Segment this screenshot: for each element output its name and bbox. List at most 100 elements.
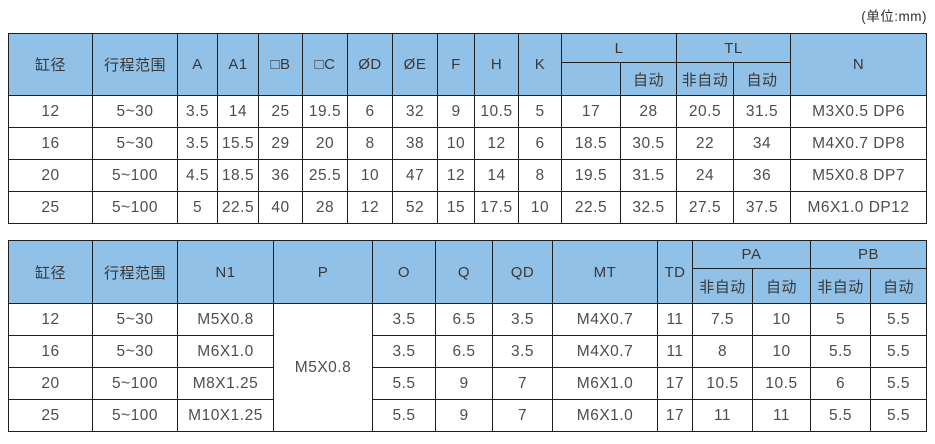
table-cell: 5	[177, 191, 218, 224]
col-header-stroke: 行程范围	[92, 240, 178, 304]
table-cell: 32.5	[620, 191, 677, 224]
table-cell: M5X0.8	[273, 303, 373, 432]
table-cell: 3.5	[177, 95, 218, 128]
table-cell: 5.5	[870, 303, 927, 336]
table-cell: 17.5	[474, 191, 519, 224]
table-row: 25 5~100 5 22.5 40 28 12 52 15 17.5 10 22.5 32.5 27.5…	[8, 191, 927, 224]
dimensions-table-1: 缸径 行程范围 A A1 □B □C ØD ØE F H K L TL N 自动…	[8, 33, 927, 224]
table-cell: 3.5	[372, 335, 436, 368]
col-subheader-l-blank	[561, 62, 621, 96]
table-cell: 9	[437, 95, 475, 128]
table-cell: 7	[492, 399, 553, 432]
table-cell: 12	[474, 127, 519, 160]
col-subheader-pa-nonauto: 非自动	[692, 268, 753, 304]
col-header-td: TD	[657, 240, 693, 304]
table-cell: 34	[732, 127, 792, 160]
table-row: 12 5~30 3.5 14 25 19.5 6 32 9 10.5 5 17 28 20.5 31.5 M3…	[8, 95, 927, 128]
table-cell: 22.5	[217, 191, 259, 224]
table-cell: 22	[676, 127, 734, 160]
col-header-d: ØD	[347, 33, 393, 96]
table-cell: 9	[435, 399, 493, 432]
table-cell: 6.5	[435, 303, 493, 336]
table-cell: 10	[752, 303, 811, 336]
table-cell: 5~30	[92, 95, 178, 128]
table-cell: 12	[8, 303, 93, 336]
table-cell: 5~30	[92, 127, 178, 160]
table-row: 20 5~100 4.5 18.5 36 25.5 10 47 12 14 8 19.5 31.5 24 3…	[8, 159, 927, 192]
table-row: 25 5~100 M10X1.25 5.5 9 7 M6X1.0 17 11 11 5.5 5.5	[8, 399, 927, 432]
table-cell: 4.5	[177, 159, 218, 192]
col-subheader-l-auto: 自动	[620, 62, 677, 96]
table-cell: 14	[474, 159, 519, 192]
col-header-b: □B	[258, 33, 303, 96]
table-cell: 3.5	[372, 303, 436, 336]
col-header-o: O	[372, 240, 436, 304]
table-cell: 20	[8, 159, 93, 192]
table-cell: 38	[392, 127, 438, 160]
table-cell: M4X0.7 DP8	[790, 127, 927, 160]
col-header-a1: A1	[217, 33, 259, 96]
col-header-c: □C	[302, 33, 348, 96]
table-cell: 12	[437, 159, 475, 192]
col-header-h: H	[474, 33, 519, 96]
table-cell: 24	[676, 159, 734, 192]
table-cell: M5X0.8	[177, 303, 274, 336]
table-cell: 17	[657, 367, 693, 400]
table-cell: 3.5	[492, 335, 553, 368]
table-cell: M6X1.0	[552, 367, 658, 400]
table-cell: 19.5	[302, 95, 348, 128]
col-header-pa-group: PA	[692, 240, 811, 269]
table-cell: 5~100	[92, 159, 178, 192]
table-cell: 6	[347, 95, 393, 128]
table-cell: 6.5	[435, 335, 493, 368]
table-cell: 16	[8, 335, 93, 368]
col-header-q: Q	[435, 240, 493, 304]
table-cell: 40	[258, 191, 303, 224]
table-cell: 10	[518, 191, 562, 224]
table-cell: 11	[657, 303, 693, 336]
table-cell: 28	[620, 95, 677, 128]
table-cell: 11	[657, 335, 693, 368]
col-header-tl-group: TL	[675, 33, 792, 63]
col-header-qd: QD	[492, 240, 553, 304]
table-cell: 5.5	[372, 367, 436, 400]
table-cell: 5.5	[372, 399, 436, 432]
col-subheader-pa-auto: 自动	[752, 268, 811, 304]
table-cell: M10X1.25	[177, 399, 274, 432]
col-header-k: K	[518, 33, 562, 96]
table-cell: 31.5	[732, 95, 792, 128]
table-cell: 11	[692, 399, 753, 432]
table-cell: 9	[435, 367, 493, 400]
table-cell: 52	[392, 191, 438, 224]
table-cell: 7	[492, 367, 553, 400]
table-cell: 5~30	[92, 335, 178, 368]
table-cell: M6X1.0	[177, 335, 274, 368]
table-cell: 10	[437, 127, 475, 160]
table-cell: 5.5	[810, 399, 871, 432]
table-row: 12 5~30 M5X0.8 M5X0.8 3.5 6.5 3.5 M4X0.7 11 7.5 10…	[8, 303, 927, 432]
table-cell: 17	[561, 95, 621, 128]
col-header-p: P	[273, 240, 373, 304]
table-cell: 6	[518, 127, 562, 160]
table-cell: 17	[657, 399, 693, 432]
col-header-bore: 缸径	[8, 240, 93, 304]
table-cell: 10	[752, 335, 811, 368]
table-cell: M4X0.7	[552, 303, 658, 336]
table-cell: 5~100	[92, 191, 178, 224]
table-cell: 27.5	[676, 191, 734, 224]
table-cell: 8	[518, 159, 562, 192]
table-cell: 12	[8, 95, 93, 128]
table-cell: 11	[752, 399, 811, 432]
table-cell: 5.5	[870, 335, 927, 368]
table-cell: 15.5	[217, 127, 259, 160]
table-cell: 16	[8, 127, 93, 160]
table-row: 16 5~30 3.5 15.5 29 20 8 38 10 12 6 18.5 30.5 22 34 M4X…	[8, 127, 927, 160]
table-cell: 6	[810, 367, 871, 400]
col-header-a: A	[177, 33, 218, 96]
table-cell: 12	[347, 191, 393, 224]
col-header-e: ØE	[392, 33, 438, 96]
table-cell: M5X0.8 DP7	[790, 159, 927, 192]
table-cell: 20	[8, 367, 93, 400]
table-cell: 5~30	[92, 303, 178, 336]
table-cell: 7.5	[692, 303, 753, 336]
